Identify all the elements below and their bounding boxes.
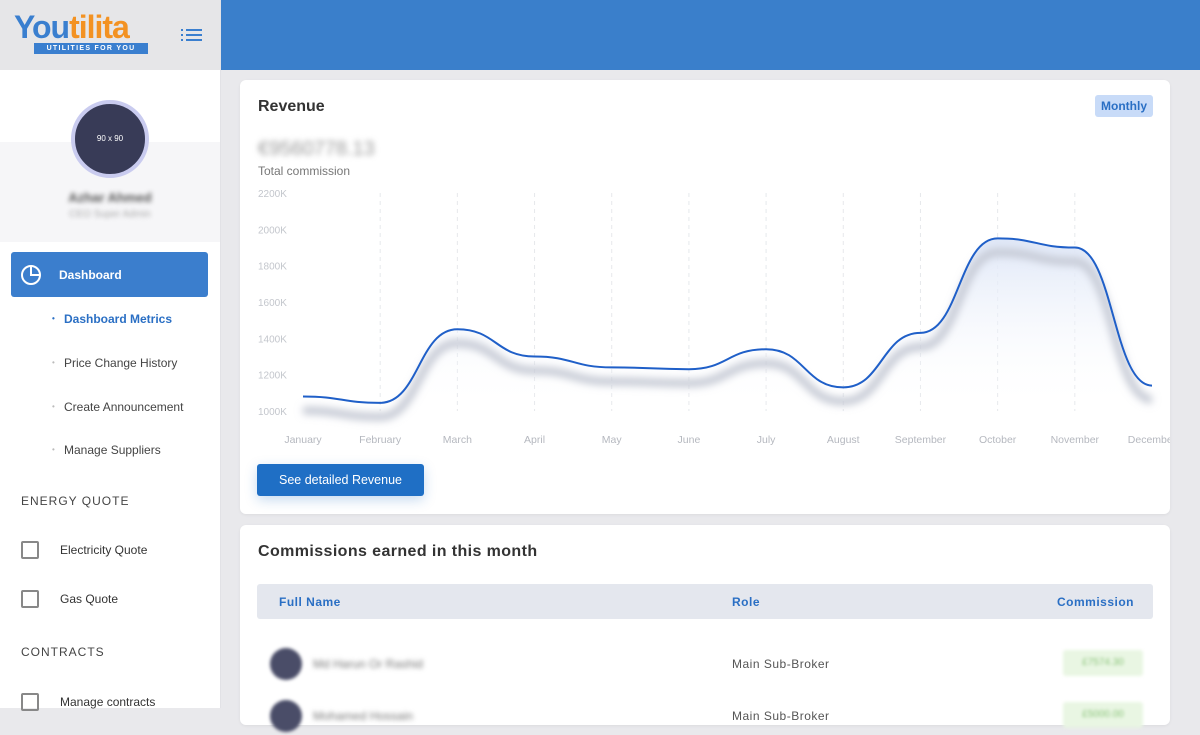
x-tick-label: January (284, 434, 322, 446)
y-tick-label: 1600K (258, 298, 287, 309)
line-shadow (302, 248, 1153, 421)
pie-chart-icon (21, 264, 41, 285)
sidebar-item-dashboard-metrics[interactable]: Dashboard Metrics (52, 312, 172, 326)
revenue-card: Revenue Monthly €9560778.13 Total commis… (240, 80, 1170, 514)
profile-role: CEO Super Admin (69, 209, 151, 220)
series-line (302, 237, 1153, 404)
see-detailed-revenue-button[interactable]: See detailed Revenue (257, 464, 424, 496)
top-bar (221, 0, 1200, 70)
sidebar: Youtilita UTILITIES FOR YOU 90 x 90 Azha… (0, 0, 221, 711)
sidebar-item-manage-contracts[interactable]: Manage contracts (21, 693, 155, 711)
profile: 90 x 90 Azhar Ahmed CEO Super Admin (0, 70, 220, 242)
x-tick-label: October (979, 434, 1017, 446)
x-tick-label: June (678, 434, 701, 446)
avatar (270, 700, 302, 732)
edit-icon (21, 590, 39, 608)
y-tick-label: 1200K (258, 371, 287, 382)
commission-badge: £5000.00 (1063, 702, 1143, 728)
table-row[interactable]: Md Harun Or Rashid Main Sub-Broker £7574… (257, 643, 1153, 683)
x-tick-label: April (524, 434, 545, 446)
x-tick-label: November (1051, 434, 1100, 446)
y-tick-label: 2200K (258, 189, 287, 200)
sidebar-item-dashboard[interactable]: Dashboard (11, 252, 208, 297)
table-row[interactable]: Mohamed Hossain Main Sub-Broker £5000.00 (257, 695, 1153, 735)
y-tick-label: 1000K (258, 407, 287, 418)
commission-badge: £7574.30 (1063, 650, 1143, 676)
avatar (270, 648, 302, 680)
section-contracts: CONTRACTS (21, 645, 105, 659)
area-fill (303, 238, 1152, 411)
edit-icon (21, 541, 39, 559)
x-tick-label: September (895, 434, 947, 446)
sidebar-item-manage-suppliers[interactable]: Manage Suppliers (52, 443, 161, 457)
section-energy-quote: ENERGY QUOTE (21, 494, 130, 508)
sidebar-item-price-change-history[interactable]: Price Change History (52, 356, 177, 370)
table-header: Full Name Role Commission (257, 584, 1153, 619)
revenue-chart: 1000K 1200K 1400K 1600K 1800K 2000K 2200K Janua… (258, 189, 1170, 446)
revenue-title: Revenue (258, 98, 325, 115)
y-tick-label: 1800K (258, 262, 287, 273)
commissions-title: Commissions earned in this month (258, 543, 538, 560)
y-tick-label: 2000K (258, 225, 287, 236)
x-tick-label: February (359, 434, 402, 446)
sidebar-item-electricity-quote[interactable]: Electricity Quote (21, 541, 147, 559)
y-tick-label: 1400K (258, 334, 287, 345)
profile-name: Azhar Ahmed (68, 190, 152, 205)
period-selector[interactable]: Monthly (1095, 95, 1153, 117)
logo[interactable]: Youtilita UTILITIES FOR YOU (14, 9, 148, 57)
sidebar-item-gas-quote[interactable]: Gas Quote (21, 590, 118, 608)
x-tick-label: December (1128, 434, 1170, 446)
total-commission-label: Total commission (258, 164, 351, 178)
sidebar-item-create-announcement[interactable]: Create Announcement (52, 400, 183, 414)
total-commission-value: €9560778.13 (258, 138, 375, 160)
book-icon (21, 693, 39, 711)
x-tick-label: March (443, 434, 472, 446)
x-tick-label: July (757, 434, 776, 446)
avatar: 90 x 90 (71, 100, 149, 178)
menu-toggle-icon[interactable] (181, 26, 203, 44)
commissions-card: Commissions earned in this month Full Na… (240, 525, 1170, 732)
logo-bar: Youtilita UTILITIES FOR YOU (0, 0, 220, 70)
x-tick-label: May (602, 434, 623, 446)
x-tick-label: August (827, 434, 860, 446)
